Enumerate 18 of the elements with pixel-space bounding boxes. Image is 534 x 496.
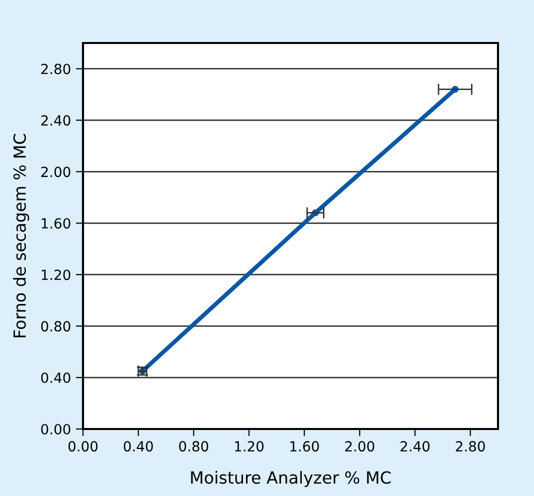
x-tick-label: 0.00 xyxy=(68,441,98,452)
y-tick-label: 0.80 xyxy=(41,321,70,332)
y-tick-label: 0.40 xyxy=(41,372,70,384)
x-tick-label: 2.80 xyxy=(456,441,485,452)
y-tick-label: 1.20 xyxy=(42,270,70,280)
y-tick-label: 2.40 xyxy=(41,115,70,126)
y-axis-title: Forno de secagem % MC xyxy=(13,134,30,338)
x-axis-title: Moisture Analyzer % MC xyxy=(191,470,391,488)
x-tick-label: 2.00 xyxy=(345,441,374,452)
x-tick-label: 1.60 xyxy=(290,441,319,452)
x-tick-label: 0.40 xyxy=(124,441,153,452)
x-tick-label: 1.20 xyxy=(235,441,264,452)
x-tick-label: 2.40 xyxy=(400,441,430,452)
y-tick-label: 0.00 xyxy=(41,424,70,434)
y-tick-label: 1.60 xyxy=(42,218,70,229)
y-tick-label: 2.00 xyxy=(41,166,70,178)
y-tick-label: 2.80 xyxy=(41,64,70,74)
x-tick-label: 0.80 xyxy=(179,441,208,452)
